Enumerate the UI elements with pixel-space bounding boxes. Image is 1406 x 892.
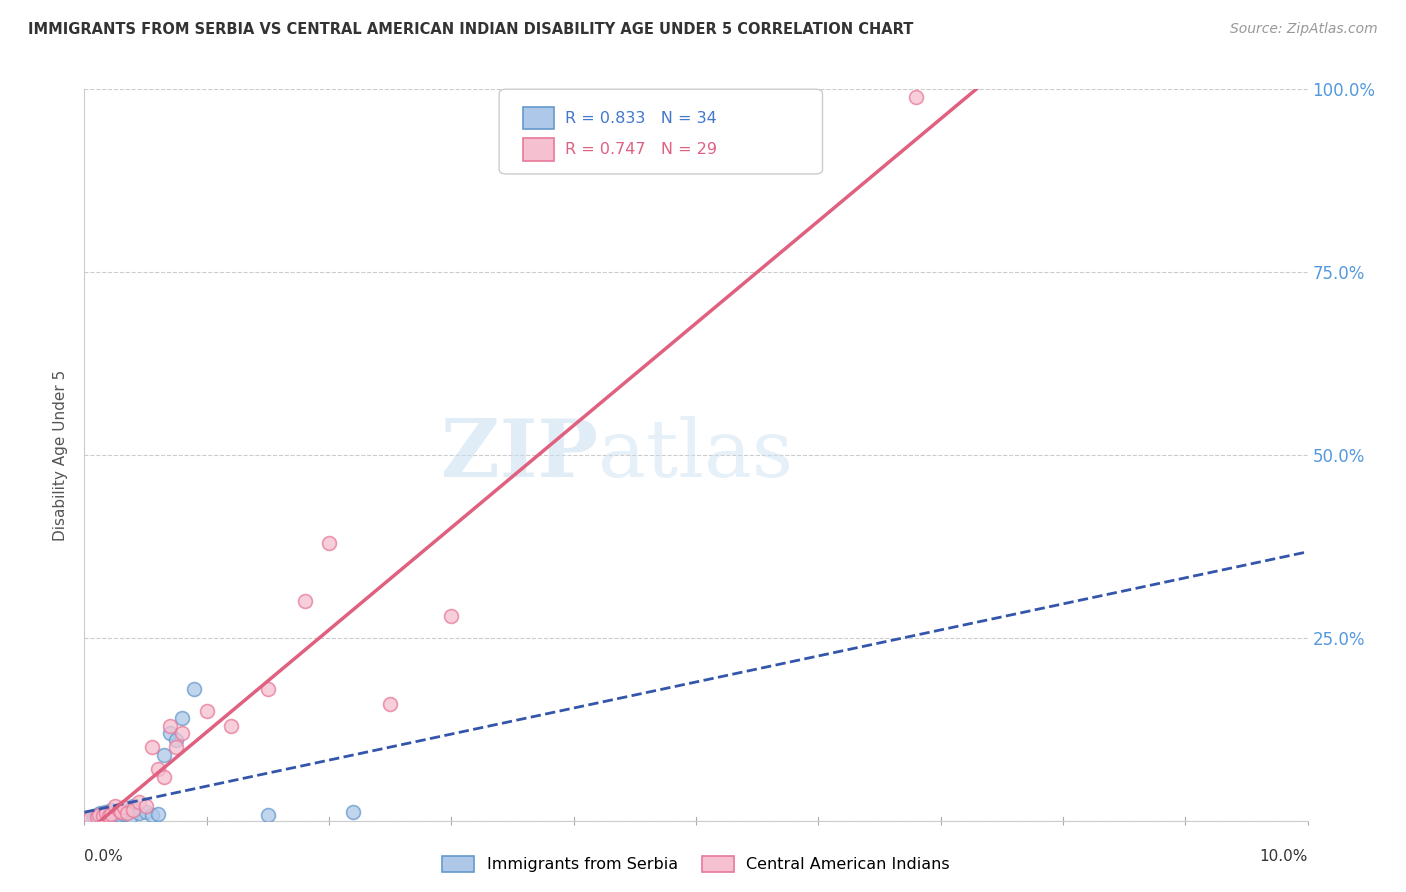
- Point: [905, 89, 928, 103]
- Text: 0.0%: 0.0%: [84, 849, 124, 863]
- Point: [97, 806, 120, 821]
- Point: [115, 804, 138, 818]
- Point: [100, 803, 122, 817]
- Point: [172, 711, 194, 725]
- Point: [101, 808, 124, 822]
- Point: [380, 697, 402, 711]
- Point: [96, 806, 118, 821]
- Point: [165, 740, 187, 755]
- Point: [128, 796, 150, 810]
- Text: IMMIGRANTS FROM SERBIA VS CENTRAL AMERICAN INDIAN DISABILITY AGE UNDER 5 CORRELA: IMMIGRANTS FROM SERBIA VS CENTRAL AMERIC…: [28, 22, 914, 37]
- Point: [89, 806, 111, 821]
- Point: [141, 740, 163, 755]
- Text: Source: ZipAtlas.com: Source: ZipAtlas.com: [1230, 22, 1378, 37]
- Point: [97, 808, 120, 822]
- Point: [141, 807, 163, 822]
- Point: [87, 811, 110, 825]
- Point: [86, 807, 108, 822]
- Point: [93, 807, 115, 822]
- Text: R = 0.747   N = 29: R = 0.747 N = 29: [565, 143, 717, 157]
- Point: [128, 806, 150, 821]
- Point: [120, 808, 142, 822]
- Point: [97, 807, 120, 822]
- Point: [165, 733, 187, 747]
- Point: [257, 681, 280, 696]
- Point: [146, 807, 169, 822]
- Point: [94, 805, 117, 819]
- Point: [110, 805, 132, 819]
- Legend: Immigrants from Serbia, Central American Indians: Immigrants from Serbia, Central American…: [436, 849, 956, 879]
- Point: [107, 803, 129, 817]
- Point: [122, 803, 145, 817]
- Point: [87, 807, 110, 822]
- Point: [112, 807, 135, 822]
- Point: [79, 812, 101, 826]
- Point: [98, 809, 121, 823]
- Point: [440, 608, 463, 623]
- Point: [219, 718, 242, 732]
- Point: [107, 807, 129, 822]
- Text: 10.0%: 10.0%: [1260, 849, 1308, 863]
- Point: [122, 799, 145, 814]
- Point: [105, 806, 128, 821]
- Point: [159, 718, 181, 732]
- Point: [115, 806, 138, 821]
- Point: [146, 763, 169, 777]
- Point: [294, 594, 316, 608]
- Point: [90, 809, 112, 823]
- Point: [91, 808, 114, 822]
- Point: [195, 704, 218, 718]
- Point: [183, 681, 205, 696]
- Y-axis label: Disability Age Under 5: Disability Age Under 5: [53, 369, 69, 541]
- Point: [318, 535, 340, 549]
- Text: R = 0.833   N = 34: R = 0.833 N = 34: [565, 112, 717, 126]
- Text: atlas: atlas: [598, 416, 793, 494]
- Text: ZIP: ZIP: [441, 416, 598, 494]
- Point: [342, 805, 364, 819]
- Point: [79, 812, 101, 826]
- Point: [86, 810, 108, 824]
- Point: [135, 799, 157, 814]
- Point: [83, 810, 105, 824]
- Point: [96, 810, 118, 824]
- Point: [104, 805, 127, 819]
- Point: [257, 807, 280, 822]
- Point: [172, 726, 194, 740]
- Point: [135, 805, 157, 819]
- Point: [100, 807, 122, 822]
- Point: [104, 799, 127, 814]
- Point: [159, 726, 181, 740]
- Point: [112, 800, 135, 814]
- Point: [153, 770, 176, 784]
- Point: [110, 803, 132, 817]
- Point: [153, 747, 176, 762]
- Point: [91, 809, 114, 823]
